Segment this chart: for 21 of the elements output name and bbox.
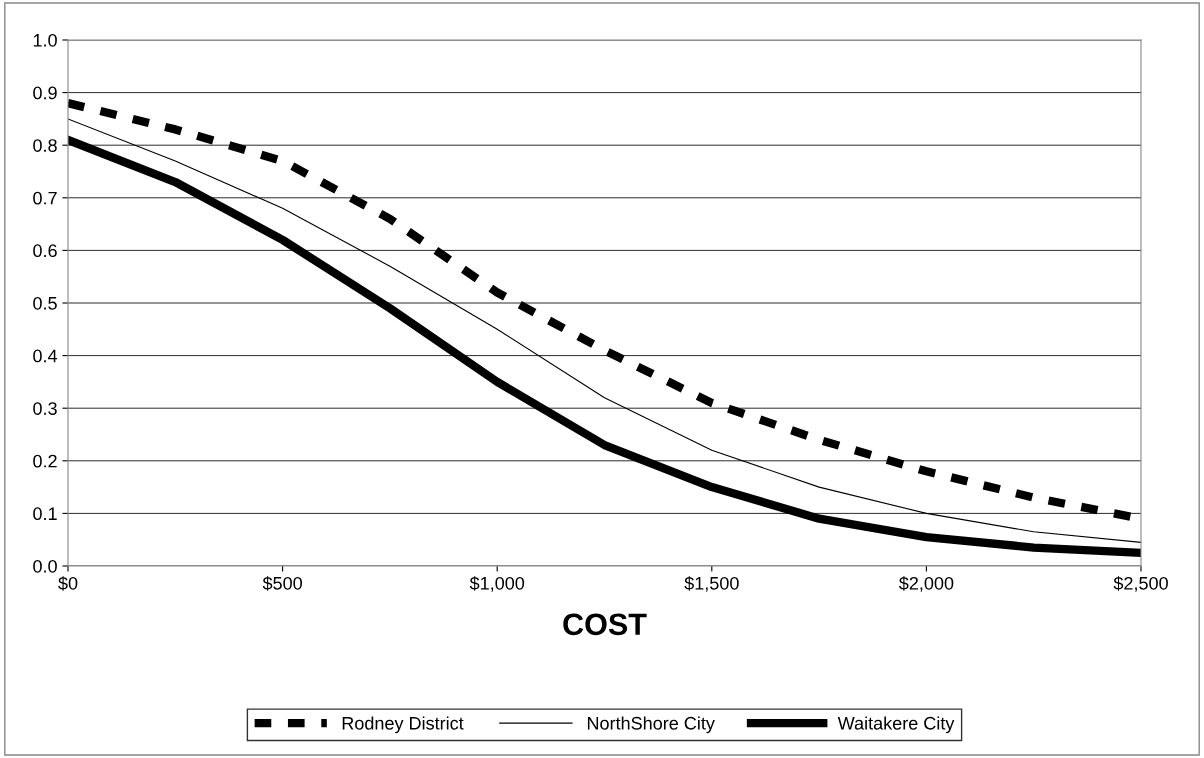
y-tick-label: 0.6 — [33, 244, 57, 258]
y-tick-label: 0.1 — [33, 507, 57, 521]
x-tick-label: $0 — [58, 576, 78, 591]
y-tick-label: 0.7 — [33, 191, 57, 205]
y-tick-label: 1.0 — [33, 33, 57, 47]
y-tick-label: 0.9 — [33, 86, 57, 100]
x-axis-title: COST — [563, 613, 647, 636]
x-tick-label: $2,500 — [1113, 576, 1168, 592]
legend-label: NorthShore City — [587, 716, 715, 734]
y-tick-label: 0.2 — [33, 454, 57, 468]
x-tick-label: $1,500 — [684, 576, 739, 592]
x-tick-label: $500 — [262, 576, 302, 591]
y-tick-label: 0.8 — [33, 139, 57, 152]
y-tick-label: 0.3 — [33, 402, 57, 415]
y-tick-label: 0.0 — [33, 559, 57, 573]
y-tick-label: 0.5 — [33, 296, 57, 310]
x-tick-label: $2,000 — [898, 576, 954, 592]
y-tick-label: 0.4 — [33, 349, 58, 363]
legend-label: Rodney District — [342, 716, 464, 734]
legend-label: Waitakere City — [837, 716, 955, 734]
x-tick-label: $1,000 — [469, 576, 525, 592]
